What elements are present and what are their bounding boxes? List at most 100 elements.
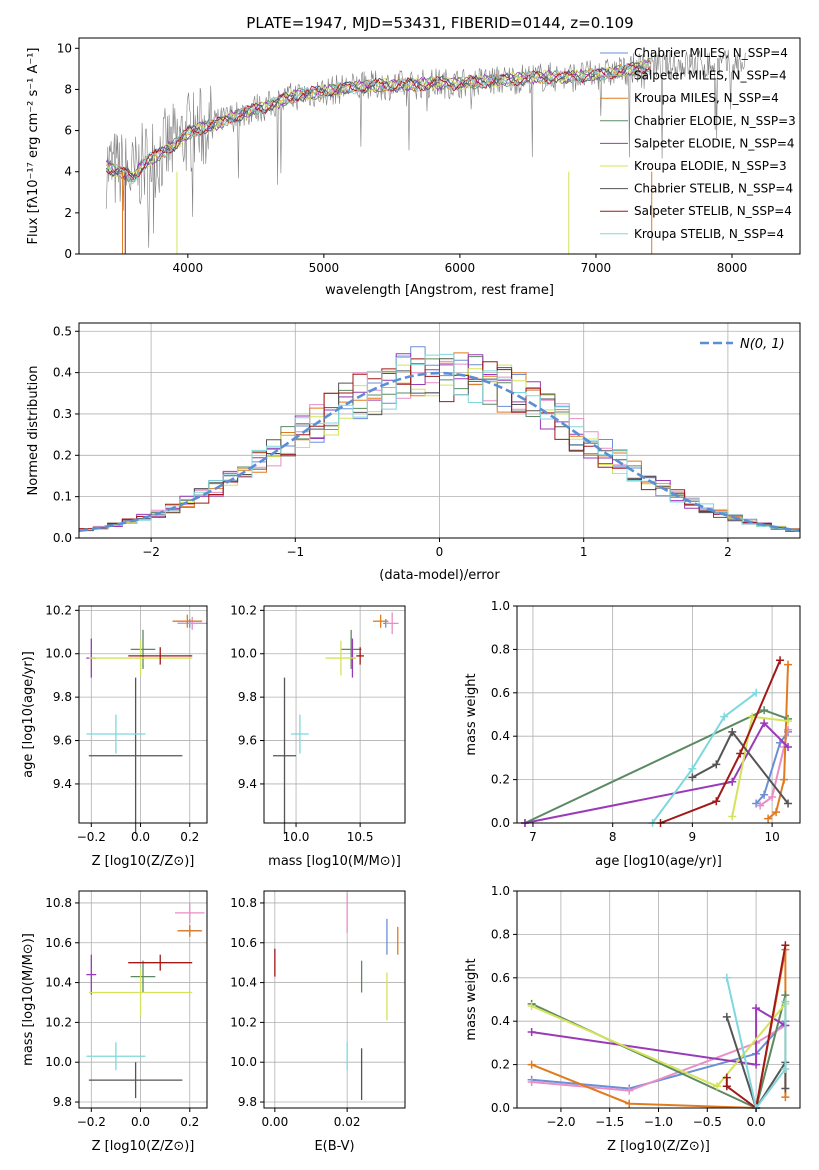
y-tick-label: 10.0 [230, 1055, 257, 1069]
plus-marker [527, 1060, 536, 1069]
data-point [272, 677, 297, 834]
y-tick-label: 10 [57, 41, 72, 55]
y-tick-label: 9.8 [53, 690, 72, 704]
plus-marker [722, 1073, 731, 1082]
y-axis-label: age [log10(age/yr)] [21, 651, 36, 778]
y-tick-label: 0.2 [491, 773, 510, 787]
plus-marker [527, 1028, 536, 1037]
plus-marker [728, 727, 737, 736]
axes-frame: 4000 5000 6000 7000 8000 0 2 4 6 8 10 wavelength [A… [26, 37, 801, 298]
y-tick-label: 10.4 [45, 976, 72, 990]
plus-marker [728, 777, 737, 786]
x-tick-label: 0.0 [131, 1115, 150, 1129]
x-tick-label: 8 [609, 830, 617, 844]
data-point [86, 1042, 146, 1071]
plus-marker [776, 656, 785, 665]
data-point [86, 714, 146, 754]
y-tick-label: 0.0 [53, 531, 72, 545]
x-tick-label: 0 [436, 545, 444, 559]
x-tick-label: 7000 [581, 261, 612, 275]
y-tick-label: 10.2 [45, 1015, 72, 1029]
legend-label: Salpeter ELODIE, N_SSP=4 [634, 136, 795, 150]
y-tick-label: 10.4 [230, 976, 257, 990]
data-point [88, 968, 193, 1017]
weight-line [524, 709, 789, 824]
weight-line [691, 730, 789, 805]
plus-marker [760, 719, 769, 728]
gaussian-reference-line [78, 371, 801, 533]
y-tick-label: 0.0 [491, 1101, 510, 1115]
plot-area [520, 656, 793, 827]
plus-marker [752, 1060, 761, 1069]
plus-marker [772, 808, 781, 817]
plus-marker [748, 712, 757, 721]
plus-marker [784, 799, 793, 808]
weight-series [722, 973, 790, 1112]
y-tick-label: 0.6 [491, 971, 510, 985]
y-tick-label: 0.6 [491, 686, 510, 700]
legend-label: Chabrier ELODIE, N_SSP=3 [634, 114, 796, 128]
y-tick-label: 9.6 [53, 734, 72, 748]
y-axis-label: Normed distribution [26, 366, 41, 496]
plus-marker [780, 775, 789, 784]
plus-marker [720, 712, 729, 721]
age-vs-metallicity-panel: −0.2 0.0 0.2 9.4 9.6 9.8 10.0 10.2 Z [log10(Z/Z⊙… [21, 603, 208, 869]
legend-label: Chabrier STELIB, N_SSP=4 [634, 182, 793, 196]
plus-marker [722, 1012, 731, 1021]
x-tick-label: −2.0 [546, 1115, 575, 1129]
x-tick-label: 10.5 [347, 830, 374, 844]
y-tick-label: 10.0 [45, 1055, 72, 1069]
y-tick-label: 10.0 [230, 647, 257, 661]
x-tick-label: 4000 [173, 261, 204, 275]
y-tick-label: 0.1 [53, 490, 72, 504]
model-spectrum-line [105, 60, 651, 178]
plus-marker [784, 717, 793, 726]
y-tick-label: 0.8 [491, 642, 510, 656]
x-axis-label: mass [log10(M/M⊙)] [268, 854, 401, 869]
axes-frame: 10.0 10.5 9.4 9.6 9.8 10.0 10.2 mass [log10(M/M… [230, 603, 406, 869]
y-tick-label: 9.8 [238, 1095, 257, 1109]
weight-series [764, 660, 793, 823]
weight-series [728, 712, 793, 821]
y-tick-label: 0.4 [491, 729, 510, 743]
x-tick-label: −0.2 [77, 830, 106, 844]
weight-series [520, 719, 793, 827]
weight-series [527, 999, 790, 1091]
y-tick-label: 10.2 [230, 1015, 257, 1029]
weight-line [660, 659, 782, 824]
plus-marker [781, 1064, 790, 1073]
x-tick-label: 0.00 [261, 1115, 288, 1129]
x-tick-label: 10.0 [283, 830, 310, 844]
y-tick-label: 10.0 [45, 647, 72, 661]
weight-line [531, 1006, 786, 1066]
plus-marker [760, 706, 769, 715]
data-point [128, 647, 193, 665]
weight-line [725, 945, 787, 1110]
x-axis-label: wavelength [Angstrom, rest frame] [325, 283, 554, 298]
y-axis-label: Flux [fλ10⁻¹⁷ erg cm⁻² s⁻¹ A⁻¹] [26, 48, 41, 245]
y-tick-label: 0.2 [491, 1058, 510, 1072]
data-point [175, 902, 205, 923]
mass-vs-ebv-panel: 0.00 0.02 9.8 10.0 10.2 10.4 10.6 10.8 E(B-V) [230, 890, 406, 1154]
y-tick-label: 0 [64, 247, 72, 261]
y-axis-label: mass weight [464, 673, 479, 755]
plot-area [86, 614, 207, 834]
plus-marker [625, 1099, 634, 1108]
data-point [177, 924, 203, 937]
x-tick-label: 5000 [309, 261, 340, 275]
spectrum-panel: 4000 5000 6000 7000 8000 0 2 4 6 8 10 wavelength [A… [26, 37, 801, 298]
data-point [86, 954, 97, 995]
y-tick-label: 9.8 [53, 1095, 72, 1109]
plus-marker [527, 1077, 536, 1086]
weight-line [725, 977, 787, 1111]
plus-marker [784, 743, 793, 752]
y-tick-label: 10.6 [230, 936, 257, 950]
x-tick-label: 2 [724, 545, 732, 559]
weight-line [767, 664, 789, 820]
plus-marker [625, 1086, 634, 1095]
data-point [372, 614, 389, 628]
y-tick-label: 1.0 [491, 599, 510, 613]
legend-label: N(0, 1) [740, 337, 785, 352]
y-tick-label: 9.4 [53, 777, 72, 791]
